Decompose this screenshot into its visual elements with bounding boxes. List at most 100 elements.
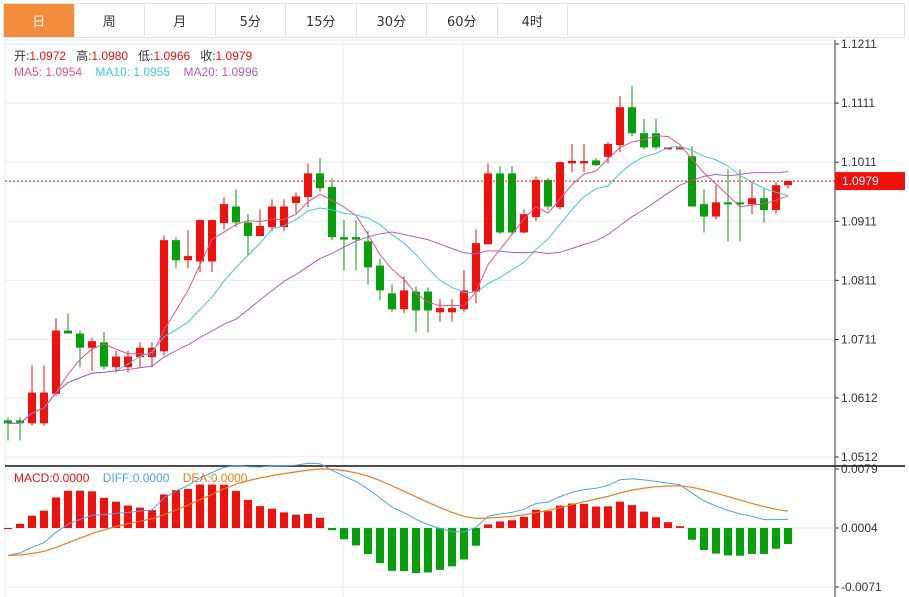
candle-up	[184, 256, 192, 261]
current-price-badge	[835, 172, 905, 191]
candle-down	[232, 206, 240, 223]
candle-down	[388, 293, 396, 310]
macd-histogram-bar	[196, 484, 204, 528]
tab-5min[interactable]: 5分	[216, 4, 286, 37]
macd-histogram-bar	[400, 528, 408, 572]
macd-histogram-bar	[364, 528, 372, 555]
candle-up	[568, 160, 576, 164]
macd-histogram-bar	[652, 517, 660, 528]
candle-down	[4, 420, 12, 424]
candle-up	[472, 243, 480, 292]
ma10-line	[8, 145, 789, 424]
macd-histogram-bar	[772, 528, 780, 549]
candle-up	[220, 204, 228, 224]
macd-histogram-bar	[28, 515, 36, 528]
macd-histogram-bar	[568, 503, 576, 528]
candle-down	[328, 186, 336, 238]
high-value: 1.0980	[91, 49, 129, 63]
candle-up	[484, 173, 492, 245]
macd-histogram-bar	[592, 506, 600, 528]
macd-histogram-bar	[328, 528, 336, 531]
macd-histogram-bar	[280, 512, 288, 528]
macd-histogram-bar	[436, 528, 444, 570]
candle-up	[292, 196, 300, 203]
macd-histogram-bar	[184, 488, 192, 528]
low-value: 1.0966	[153, 49, 191, 63]
macd-histogram-bar	[580, 503, 588, 528]
candle-up	[616, 107, 624, 146]
macd-histogram-bar	[508, 520, 516, 528]
macd-histogram-bar	[760, 528, 768, 554]
tab-day[interactable]: 日	[4, 4, 75, 37]
macd-histogram-bar	[520, 516, 528, 528]
candle-up	[604, 143, 612, 157]
macd-histogram-bar	[688, 528, 696, 540]
macd-histogram-bar	[172, 490, 180, 528]
candle-down	[652, 133, 660, 148]
candle-up	[52, 330, 60, 394]
tab-60min[interactable]: 60分	[427, 4, 498, 37]
tab-month[interactable]: 月	[145, 4, 216, 37]
price-axis-label: 1.1211	[841, 37, 877, 51]
candle-up	[448, 308, 456, 313]
macd-histogram-bar	[700, 528, 708, 551]
candle-up	[580, 160, 588, 164]
candle-up	[676, 147, 684, 150]
tab-15min[interactable]: 15分	[286, 4, 357, 37]
macd-histogram-bar	[448, 528, 456, 567]
macd-histogram-bar	[460, 528, 468, 560]
macd-histogram-bar	[268, 508, 276, 528]
candle-up	[712, 202, 720, 217]
macd-histogram-bar	[676, 526, 684, 528]
period-tab-bar: 日 周 月 5分 15分 30分 60分 4时	[3, 3, 905, 38]
candle-down	[316, 173, 324, 189]
diff-line	[7, 462, 789, 556]
macd-histogram-bar	[220, 484, 228, 528]
macd-histogram-bar	[424, 528, 432, 573]
macd-histogram-bar	[496, 521, 504, 528]
candle-down	[640, 133, 648, 148]
macd-axis-label: 0.0004	[841, 521, 878, 535]
candle-down	[508, 173, 516, 233]
price-axis-label: 1.0711	[841, 332, 877, 346]
tab-30min[interactable]: 30分	[357, 4, 427, 37]
macd-value: MACD:0.0000	[14, 471, 90, 485]
candle-down	[724, 202, 732, 205]
macd-histogram-bar	[628, 505, 636, 528]
macd-histogram-bar	[712, 528, 720, 554]
candle-up	[772, 185, 780, 211]
candle-down	[628, 107, 636, 134]
candle-up	[160, 240, 168, 352]
price-axis-label: 1.0512	[841, 450, 878, 464]
candle-down	[412, 291, 420, 311]
open-value: 1.0972	[29, 49, 67, 63]
dea-line	[7, 468, 789, 557]
price-axis-label: 1.1111	[841, 96, 875, 110]
macd-histogram-bar	[76, 490, 84, 528]
dea-value: DEA:0.0000	[182, 471, 248, 485]
macd-histogram-bar	[724, 528, 732, 556]
candle-down	[76, 333, 84, 348]
candle-down	[172, 240, 180, 261]
candle-up	[124, 356, 132, 368]
macd-legend: MACD:0.0000 DIFF:0.0000 DEA:0.0000	[14, 471, 247, 485]
candle-down	[376, 265, 384, 291]
macd-histogram-bar	[388, 528, 396, 571]
macd-histogram-bar	[16, 523, 24, 528]
ma-legend: MA5: 1.0954 MA10: 1.0955 MA20: 1.0996	[14, 65, 258, 79]
price-axis-label: 1.1011	[841, 155, 877, 169]
tab-week[interactable]: 周	[75, 4, 145, 37]
candle-up	[664, 147, 672, 150]
ohlc-legend: 开:1.0972 高:1.0980 低:1.0966 收:1.0979	[14, 47, 252, 64]
candle-up	[304, 173, 312, 198]
low-label: 低:	[138, 49, 154, 63]
candle-down	[736, 202, 744, 205]
candle-up	[532, 179, 540, 218]
candle-up	[196, 220, 204, 262]
macd-histogram-bar	[544, 511, 552, 528]
macd-histogram-bar	[736, 528, 744, 556]
tab-4hour[interactable]: 4时	[498, 4, 568, 37]
macd-histogram-bar	[52, 497, 60, 528]
candle-up	[136, 347, 144, 358]
